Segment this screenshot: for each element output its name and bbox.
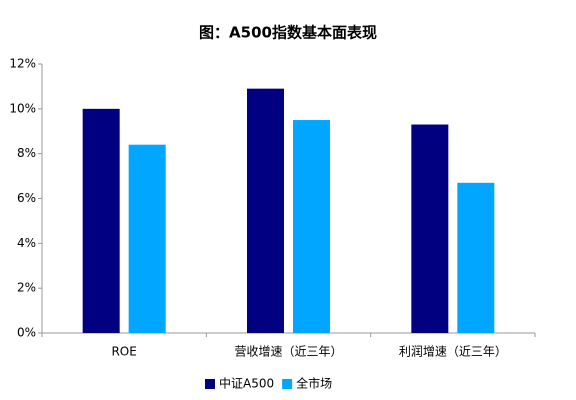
x-tick-label: 营收增速（近三年） bbox=[234, 345, 342, 359]
y-tick-label: 2% bbox=[17, 281, 36, 295]
legend-label: 中证A500 bbox=[219, 376, 274, 391]
y-tick-label: 10% bbox=[9, 101, 36, 115]
x-tick-label: 利润增速（近三年） bbox=[399, 345, 507, 359]
y-tick-label: 6% bbox=[17, 191, 36, 205]
chart-title: 图：A500指数基本面表现 bbox=[199, 24, 377, 42]
legend-label: 全市场 bbox=[296, 376, 332, 391]
bar bbox=[411, 124, 449, 334]
bar bbox=[247, 88, 284, 334]
bar bbox=[82, 108, 120, 333]
legend-swatch bbox=[282, 379, 293, 389]
y-tick-label: 8% bbox=[17, 146, 36, 160]
y-tick-label: 12% bbox=[9, 57, 36, 71]
legend-swatch bbox=[205, 379, 215, 389]
x-tick-label: ROE bbox=[111, 345, 136, 359]
bar bbox=[293, 120, 330, 334]
y-tick-label: 4% bbox=[17, 236, 36, 250]
bar bbox=[128, 144, 166, 333]
y-tick-label: 0% bbox=[17, 326, 36, 340]
bar bbox=[457, 182, 495, 333]
